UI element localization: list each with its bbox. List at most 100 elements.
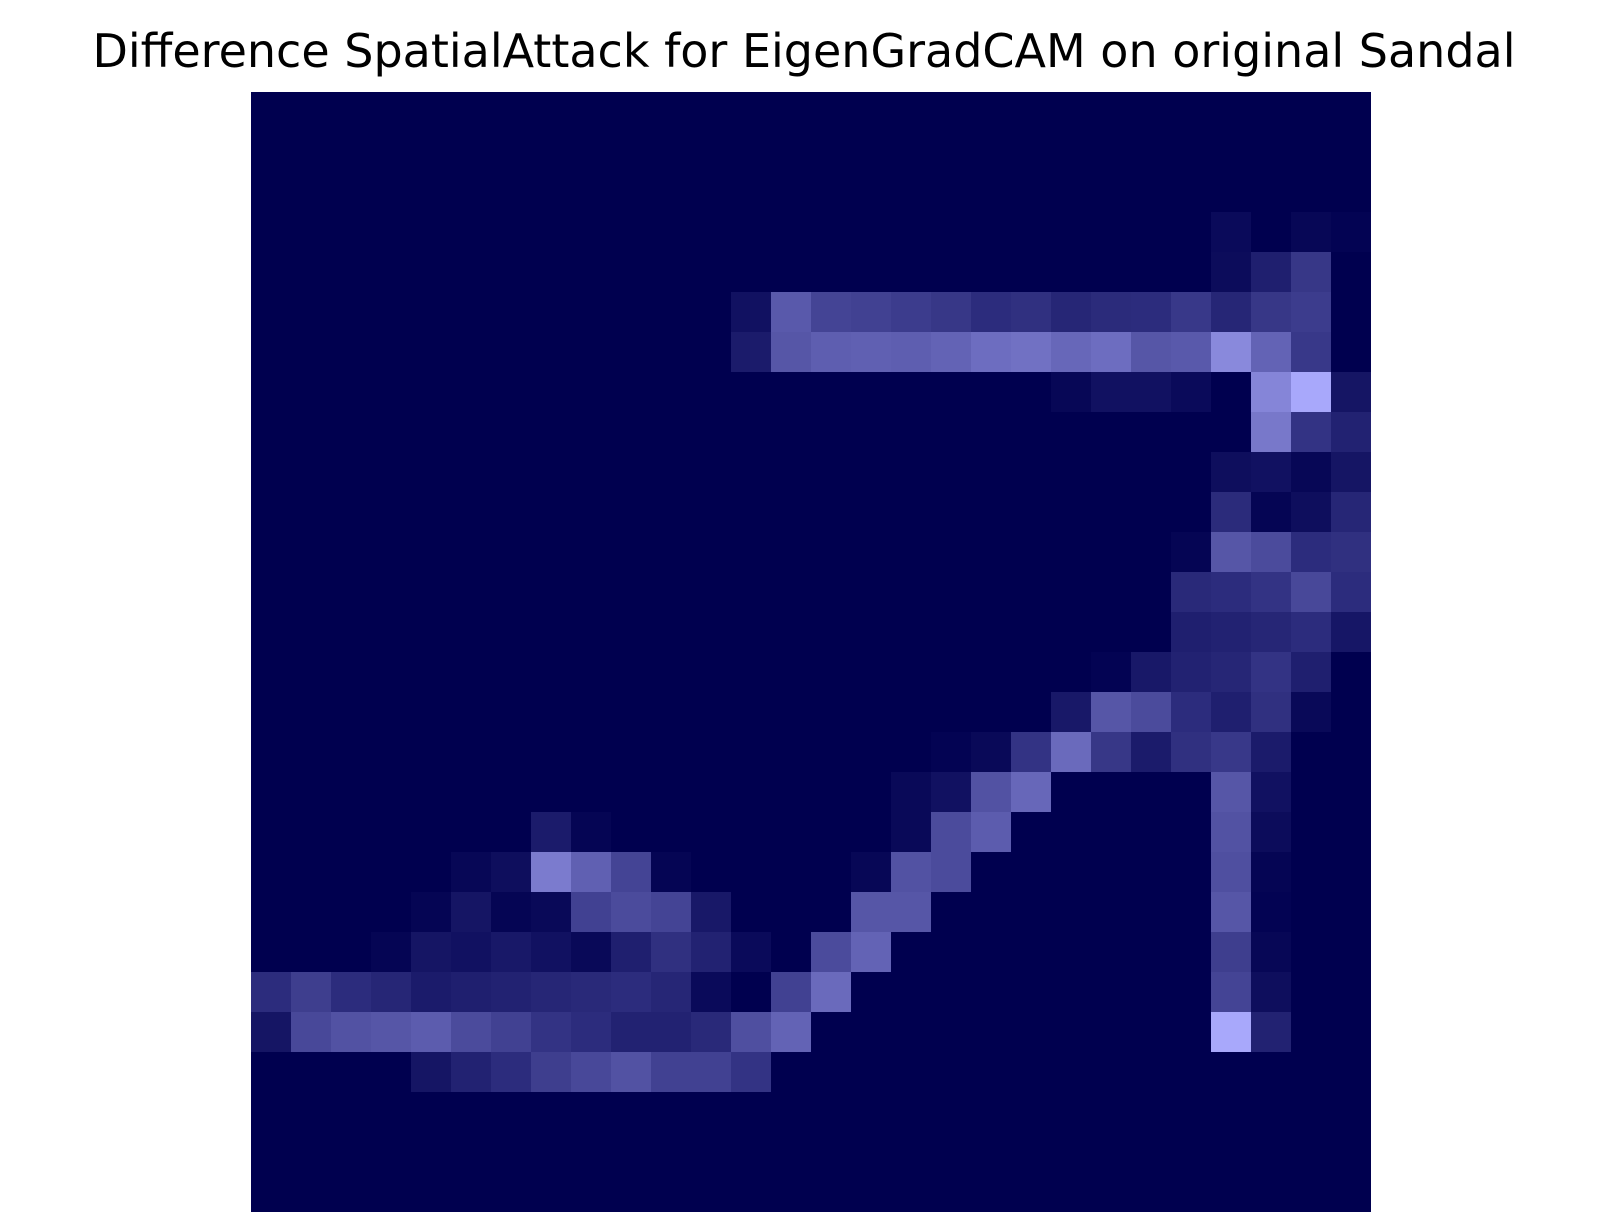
heatmap-cell-r8-c15 [851, 412, 892, 453]
heatmap-cell-r10-c7 [531, 492, 572, 533]
heatmap-cell-r2-c19 [1011, 172, 1052, 213]
heatmap-cell-r2-c13 [771, 172, 812, 213]
heatmap-cell-r1-c18 [971, 132, 1012, 173]
heatmap-cell-r4-c27 [1331, 252, 1371, 293]
heatmap-cell-r3-c10 [651, 212, 692, 253]
heatmap-cell-r0-c7 [531, 92, 572, 133]
heatmap-cell-r19-c15 [851, 852, 892, 893]
heatmap-cell-r17-c10 [651, 772, 692, 813]
heatmap-cell-r4-c7 [531, 252, 572, 293]
heatmap-cell-r24-c1 [291, 1052, 332, 1093]
heatmap-cell-r17-c3 [371, 772, 412, 813]
heatmap-cell-r26-c3 [371, 1132, 412, 1173]
heatmap-cell-r21-c21 [1091, 932, 1132, 973]
heatmap-cell-r2-c27 [1331, 172, 1371, 213]
heatmap-cell-r10-c27 [1331, 492, 1371, 533]
heatmap-cell-r1-c27 [1331, 132, 1371, 173]
heatmap-cell-r23-c26 [1291, 1012, 1332, 1053]
heatmap-cell-r4-c22 [1131, 252, 1172, 293]
heatmap-cell-r10-c3 [371, 492, 412, 533]
heatmap-cell-r4-c21 [1091, 252, 1132, 293]
heatmap-cell-r24-c7 [531, 1052, 572, 1093]
heatmap-cell-r8-c20 [1051, 412, 1092, 453]
heatmap-cell-r27-c24 [1211, 1172, 1252, 1212]
heatmap-cell-r14-c23 [1171, 652, 1212, 693]
heatmap-cell-r12-c24 [1211, 572, 1252, 613]
heatmap-cell-r19-c8 [571, 852, 612, 893]
heatmap-cell-r7-c4 [411, 372, 452, 413]
heatmap-cell-r8-c17 [931, 412, 972, 453]
heatmap-cell-r21-c15 [851, 932, 892, 973]
heatmap-cell-r22-c26 [1291, 972, 1332, 1013]
heatmap-cell-r23-c19 [1011, 1012, 1052, 1053]
heatmap-cell-r17-c6 [491, 772, 532, 813]
heatmap-cell-r15-c14 [811, 692, 852, 733]
heatmap-cell-r18-c18 [971, 812, 1012, 853]
heatmap-cell-r6-c2 [331, 332, 372, 373]
heatmap-cell-r4-c1 [291, 252, 332, 293]
heatmap-cell-r25-c15 [851, 1092, 892, 1133]
heatmap-cell-r16-c3 [371, 732, 412, 773]
heatmap-cell-r27-c7 [531, 1172, 572, 1212]
heatmap-cell-r18-c11 [691, 812, 732, 853]
heatmap-cell-r21-c24 [1211, 932, 1252, 973]
heatmap-cell-r17-c15 [851, 772, 892, 813]
heatmap-cell-r0-c22 [1131, 92, 1172, 133]
heatmap-cell-r1-c3 [371, 132, 412, 173]
heatmap-cell-r18-c22 [1131, 812, 1172, 853]
heatmap-cell-r17-c23 [1171, 772, 1212, 813]
heatmap-cell-r14-c27 [1331, 652, 1371, 693]
heatmap-cell-r12-c9 [611, 572, 652, 613]
heatmap-cell-r27-c25 [1251, 1172, 1292, 1212]
heatmap-cell-r7-c3 [371, 372, 412, 413]
heatmap-cell-r23-c13 [771, 1012, 812, 1053]
heatmap-cell-r0-c19 [1011, 92, 1052, 133]
heatmap-cell-r26-c10 [651, 1132, 692, 1173]
heatmap-cell-r12-c20 [1051, 572, 1092, 613]
heatmap-cell-r5-c14 [811, 292, 852, 333]
heatmap-cell-r19-c9 [611, 852, 652, 893]
heatmap-cell-r3-c20 [1051, 212, 1092, 253]
heatmap-cell-r6-c20 [1051, 332, 1092, 373]
heatmap-cell-r21-c9 [611, 932, 652, 973]
heatmap-cell-r26-c25 [1251, 1132, 1292, 1173]
heatmap-cell-r5-c5 [451, 292, 492, 333]
heatmap-cell-r22-c15 [851, 972, 892, 1013]
heatmap-cell-r0-c8 [571, 92, 612, 133]
heatmap-cell-r8-c27 [1331, 412, 1371, 453]
heatmap-cell-r2-c18 [971, 172, 1012, 213]
heatmap-cell-r13-c25 [1251, 612, 1292, 653]
heatmap-cell-r24-c24 [1211, 1052, 1252, 1093]
heatmap-cell-r2-c2 [331, 172, 372, 213]
heatmap-cell-r19-c11 [691, 852, 732, 893]
heatmap-cell-r20-c20 [1051, 892, 1092, 933]
heatmap-cell-r12-c23 [1171, 572, 1212, 613]
heatmap-cell-r21-c5 [451, 932, 492, 973]
heatmap-cell-r8-c5 [451, 412, 492, 453]
heatmap-cell-r22-c16 [891, 972, 932, 1013]
heatmap-cell-r17-c20 [1051, 772, 1092, 813]
heatmap-cell-r13-c13 [771, 612, 812, 653]
heatmap-cell-r21-c6 [491, 932, 532, 973]
heatmap-cell-r20-c16 [891, 892, 932, 933]
heatmap-cell-r23-c6 [491, 1012, 532, 1053]
heatmap-cell-r22-c18 [971, 972, 1012, 1013]
heatmap-cell-r2-c20 [1051, 172, 1092, 213]
heatmap-cell-r4-c20 [1051, 252, 1092, 293]
heatmap-cell-r17-c25 [1251, 772, 1292, 813]
heatmap-cell-r26-c5 [451, 1132, 492, 1173]
heatmap-cell-r18-c3 [371, 812, 412, 853]
heatmap-cell-r27-c27 [1331, 1172, 1371, 1212]
heatmap-cell-r12-c1 [291, 572, 332, 613]
heatmap-cell-r22-c3 [371, 972, 412, 1013]
heatmap-cell-r11-c8 [571, 532, 612, 573]
heatmap-cell-r1-c14 [811, 132, 852, 173]
heatmap-cell-r1-c6 [491, 132, 532, 173]
heatmap-cell-r5-c8 [571, 292, 612, 333]
heatmap-cell-r8-c23 [1171, 412, 1212, 453]
heatmap-cell-r0-c20 [1051, 92, 1092, 133]
heatmap-cell-r19-c1 [291, 852, 332, 893]
heatmap-cell-r23-c22 [1131, 1012, 1172, 1053]
heatmap-cell-r24-c18 [971, 1052, 1012, 1093]
heatmap-cell-r5-c7 [531, 292, 572, 333]
